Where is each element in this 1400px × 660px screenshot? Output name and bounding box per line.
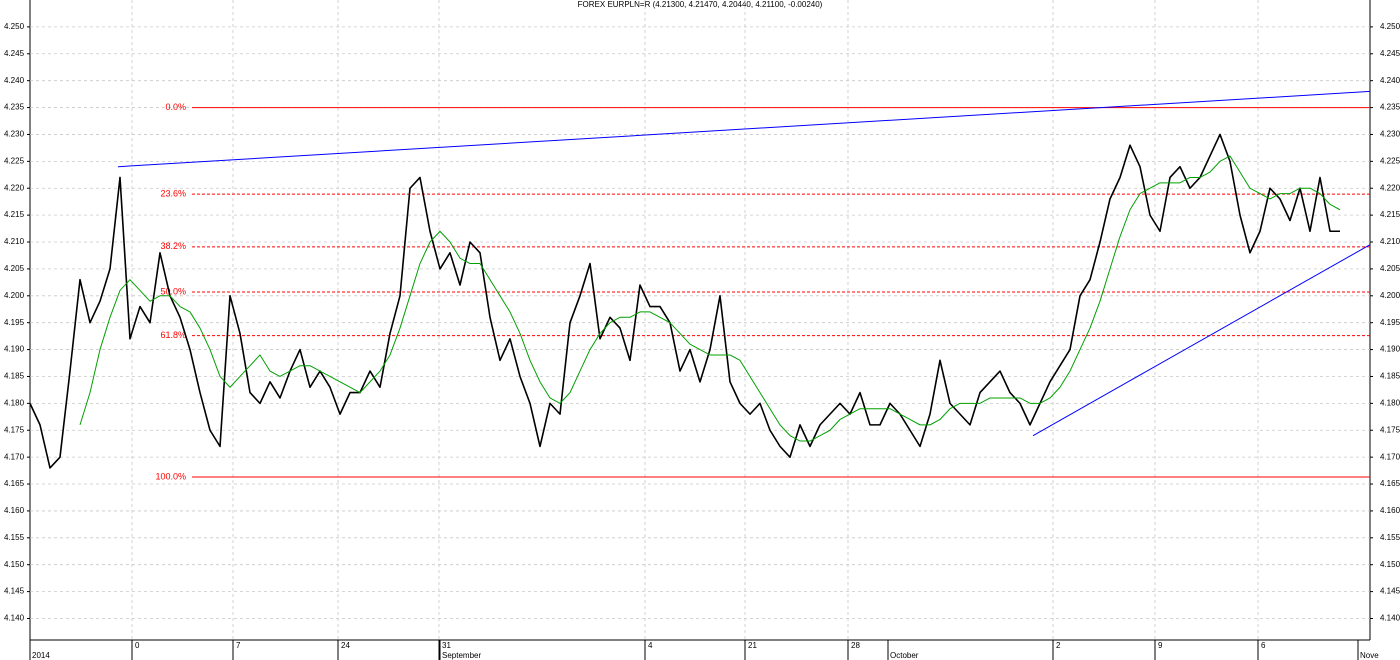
y-tick-label: 4.205 (1380, 264, 1400, 273)
y-tick-label: 4.185 (1380, 372, 1400, 381)
y-tick-label: 4.200 (4, 291, 25, 300)
y-tick-label: 4.245 (4, 49, 25, 58)
y-tick-label: 4.160 (1380, 506, 1400, 515)
y-tick-label: 4.150 (1380, 560, 1400, 569)
y-tick-label: 4.180 (1380, 398, 1400, 407)
y-tick-label: 4.165 (1380, 479, 1400, 488)
x-tick-label: 0 (135, 641, 140, 650)
y-tick-label: 4.235 (4, 103, 25, 112)
y-tick-label: 4.220 (4, 183, 25, 192)
y-tick-label: 4.200 (1380, 291, 1400, 300)
chart-title: FOREX EURPLN=R (4.21300, 4.21470, 4.2044… (578, 0, 823, 9)
y-tick-label: 4.175 (1380, 425, 1400, 434)
x-tick-label: 4 (648, 641, 653, 650)
y-tick-label: 4.145 (1380, 587, 1400, 596)
y-tick-label: 4.210 (4, 237, 25, 246)
y-tick-label: 4.150 (4, 560, 25, 569)
y-tick-label: 4.160 (4, 506, 25, 515)
y-tick-label: 4.190 (4, 345, 25, 354)
month-label: October (890, 651, 919, 660)
y-tick-label: 4.180 (4, 398, 25, 407)
trendline (117, 90, 1371, 168)
x-tick-label: 21 (748, 641, 757, 650)
y-tick-label: 4.170 (1380, 452, 1400, 461)
y-tick-label: 4.155 (4, 533, 25, 542)
series-line (29, 133, 1340, 469)
trendline (1032, 244, 1371, 437)
fib-label: 0.0% (165, 102, 186, 112)
y-tick-label: 4.190 (1380, 345, 1400, 354)
y-tick-label: 4.195 (4, 318, 25, 327)
y-tick-label: 4.250 (1380, 22, 1400, 31)
y-tick-label: 4.145 (4, 587, 25, 596)
y-tick-label: 4.165 (4, 479, 25, 488)
x-tick-label: 28 (851, 641, 860, 650)
y-tick-label: 4.240 (1380, 76, 1400, 85)
y-tick-label: 4.205 (4, 264, 25, 273)
month-label: 2014 (32, 651, 50, 660)
y-tick-label: 4.225 (4, 156, 25, 165)
y-tick-label: 4.140 (1380, 614, 1400, 623)
y-tick-label: 4.195 (1380, 318, 1400, 327)
x-tick-label: 6 (1261, 641, 1266, 650)
y-tick-label: 4.240 (4, 76, 25, 85)
x-tick-label: 7 (236, 641, 241, 650)
fib-label: 100.0% (155, 471, 186, 481)
y-tick-label: 4.215 (4, 210, 25, 219)
x-tick-label: 24 (341, 641, 350, 650)
month-label: Nove (1360, 651, 1379, 660)
y-tick-label: 4.250 (4, 22, 25, 31)
y-tick-label: 4.235 (1380, 103, 1400, 112)
x-tick-label: 31 (442, 641, 451, 650)
y-tick-label: 4.215 (1380, 210, 1400, 219)
y-tick-label: 4.245 (1380, 49, 1400, 58)
x-tick-label: 9 (1158, 641, 1163, 650)
y-tick-label: 4.155 (1380, 533, 1400, 542)
month-label: September (442, 651, 481, 660)
y-tick-label: 4.175 (4, 425, 25, 434)
y-tick-label: 4.230 (4, 130, 25, 139)
series-line (79, 155, 1341, 442)
y-tick-label: 4.140 (4, 614, 25, 623)
y-tick-label: 4.185 (4, 372, 25, 381)
fib-label: 23.6% (160, 189, 186, 199)
y-tick-label: 4.230 (1380, 130, 1400, 139)
y-tick-label: 4.210 (1380, 237, 1400, 246)
y-tick-label: 4.225 (1380, 156, 1400, 165)
fib-label: 50.0% (160, 286, 186, 296)
x-tick-label: 2 (1056, 641, 1061, 650)
y-tick-label: 4.220 (1380, 183, 1400, 192)
y-tick-label: 4.170 (4, 452, 25, 461)
fib-label: 38.2% (160, 241, 186, 251)
fib-label: 61.8% (160, 330, 186, 340)
